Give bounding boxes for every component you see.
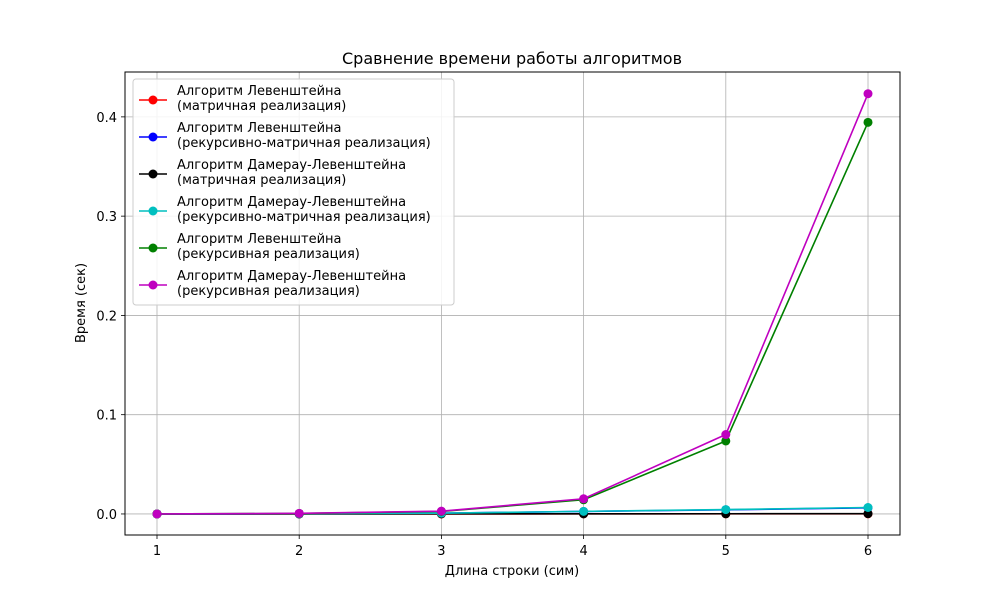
legend-label: (матричная реализация) <box>177 99 346 114</box>
y-axis-label: Время (сек) <box>74 263 89 343</box>
legend: Алгоритм Левенштейна(матричная реализаци… <box>133 79 454 305</box>
y-tick-label: 0.2 <box>96 309 117 324</box>
x-tick-label: 2 <box>295 544 303 559</box>
x-tick-label: 6 <box>864 544 872 559</box>
legend-label: (рекурсивная реализация) <box>177 247 360 262</box>
x-tick-label: 1 <box>153 544 161 559</box>
legend-entry: Алгоритм Дамерау-Левенштейна(рекурсивно-… <box>139 195 431 225</box>
data-point <box>437 507 446 516</box>
x-tick-label: 3 <box>437 544 445 559</box>
legend-label: (рекурсивно-матричная реализация) <box>177 136 431 151</box>
data-point <box>721 430 730 439</box>
legend-label: (рекурсивная реализация) <box>177 284 360 299</box>
legend-marker <box>149 133 158 142</box>
x-tick-label: 5 <box>722 544 730 559</box>
y-tick-label: 0.4 <box>96 111 117 126</box>
legend-label: (матричная реализация) <box>177 173 346 188</box>
legend-marker <box>149 170 158 179</box>
legend-label: (рекурсивно-матричная реализация) <box>177 210 431 225</box>
legend-label: Алгоритм Дамерау-Левенштейна <box>177 269 406 284</box>
legend-label: Алгоритм Дамерау-Левенштейна <box>177 195 406 210</box>
legend-marker <box>149 244 158 253</box>
legend-marker <box>149 96 158 105</box>
y-tick-label: 0.0 <box>96 508 117 523</box>
y-tick-label: 0.3 <box>96 210 117 225</box>
x-tick-label: 4 <box>579 544 587 559</box>
data-point <box>721 505 730 514</box>
chart-title: Сравнение времени работы алгоритмов <box>342 49 682 68</box>
legend-label: Алгоритм Левенштейна <box>177 232 342 247</box>
data-point <box>152 509 161 518</box>
legend-label: Алгоритм Дамерау-Левенштейна <box>177 158 406 173</box>
data-point <box>579 507 588 516</box>
y-tick-label: 0.1 <box>96 409 117 424</box>
data-point <box>579 494 588 503</box>
data-point <box>864 503 873 512</box>
data-point <box>864 89 873 98</box>
data-point <box>864 118 873 127</box>
data-point <box>295 509 304 518</box>
legend-label: Алгоритм Левенштейна <box>177 84 342 99</box>
x-axis-label: Длина строки (сим) <box>445 564 579 579</box>
legend-label: Алгоритм Левенштейна <box>177 121 342 136</box>
legend-marker <box>149 281 158 290</box>
legend-marker <box>149 207 158 216</box>
